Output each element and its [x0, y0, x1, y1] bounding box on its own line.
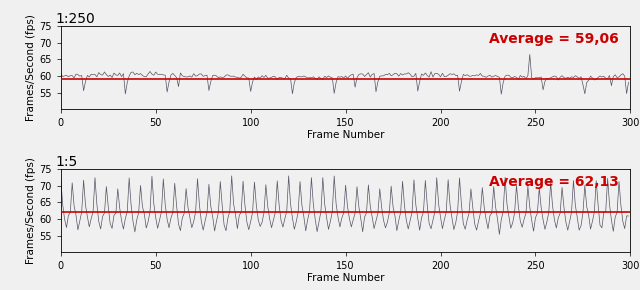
- Text: Average = 59,06: Average = 59,06: [489, 32, 619, 46]
- Text: Average = 62,13: Average = 62,13: [489, 175, 619, 189]
- Text: 1:250: 1:250: [55, 12, 95, 26]
- Y-axis label: Frames/Second (fps): Frames/Second (fps): [26, 157, 36, 264]
- X-axis label: Frame Number: Frame Number: [307, 273, 385, 283]
- Y-axis label: Frames/Second (fps): Frames/Second (fps): [26, 14, 36, 121]
- X-axis label: Frame Number: Frame Number: [307, 130, 385, 140]
- Text: 1:5: 1:5: [55, 155, 77, 169]
